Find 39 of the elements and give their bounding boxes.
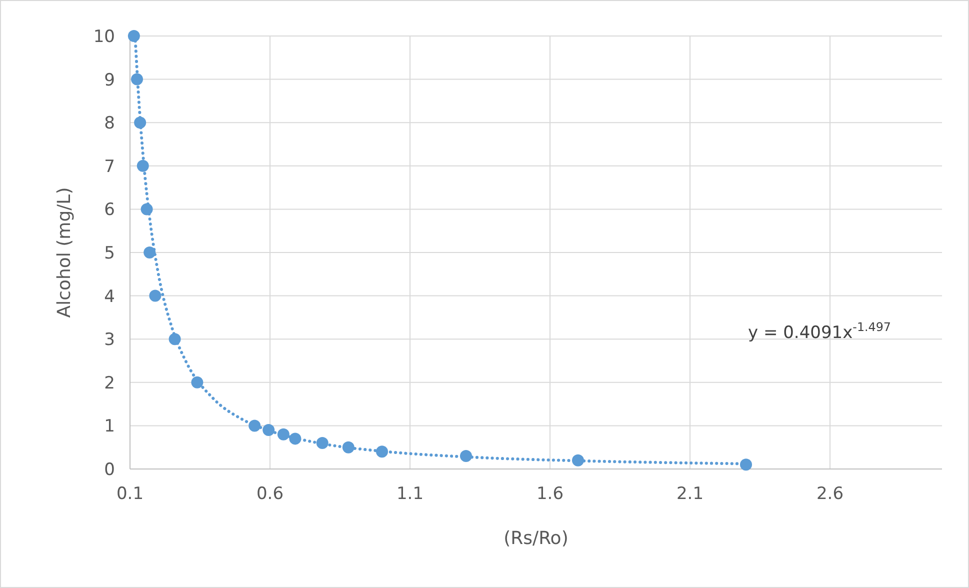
point (316, 437, 328, 450)
y-tick-label: 6 (104, 200, 115, 220)
point (740, 458, 752, 471)
point (289, 432, 302, 445)
y-tick-label: 3 (104, 330, 115, 350)
point (134, 116, 146, 129)
y-tick-label: 5 (104, 243, 115, 264)
point (248, 420, 261, 432)
point (168, 333, 181, 346)
x-tick-label: 1.1 (396, 484, 424, 504)
point (342, 441, 354, 454)
point (128, 30, 140, 42)
point (144, 246, 156, 258)
point (191, 376, 204, 388)
x-axis-title: (Rs/Ro) (504, 528, 568, 549)
point (140, 203, 153, 216)
y-tick-label: 9 (104, 70, 115, 90)
x-tick-label: 2.6 (816, 484, 844, 504)
point (376, 446, 388, 458)
y-axis-title: Alcohol (mg/L) (54, 187, 75, 318)
point (572, 454, 584, 466)
point (262, 424, 275, 436)
point (149, 290, 162, 302)
point (136, 160, 149, 172)
y-tick-label: 1 (104, 416, 115, 437)
y-tick-label: 0 (104, 460, 115, 480)
point (460, 450, 472, 462)
y-tick-label: 7 (104, 156, 115, 177)
y-tick-label: 8 (104, 114, 115, 134)
x-tick-label: 2.1 (676, 484, 704, 504)
annotation: y = 0.4091x$^{-1.497}$ (748, 320, 891, 343)
x-tick-label: 0.1 (116, 484, 144, 504)
x-tick-label: 1.6 (536, 484, 564, 504)
point (131, 73, 143, 86)
x-tick-label: 0.6 (256, 484, 284, 504)
y-tick-label: 4 (104, 286, 115, 307)
point (277, 428, 290, 440)
y-tick-label: 10 (93, 26, 115, 47)
y-tick-label: 2 (104, 373, 115, 394)
